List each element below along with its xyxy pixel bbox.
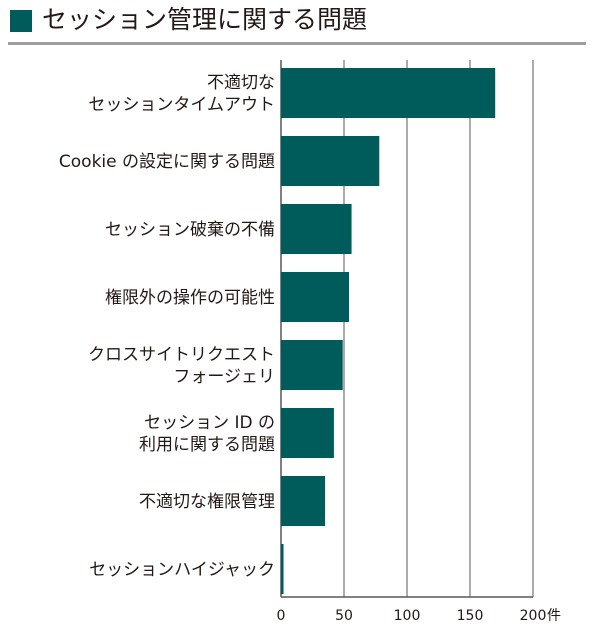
category-label-2-1: Cookie の設定に関する問題 bbox=[59, 152, 275, 172]
page-title: セッション管理に関する問題 bbox=[42, 5, 368, 34]
x-tick-label-0: 0 bbox=[277, 608, 286, 624]
bar-5 bbox=[281, 340, 343, 390]
bar-4 bbox=[281, 272, 350, 322]
category-label-1-1: 不適切な bbox=[207, 73, 275, 93]
category-label-4-1: 権限外の操作の可能性 bbox=[105, 288, 275, 308]
category-label-6-1: セッション ID の bbox=[144, 413, 275, 433]
bar-6 bbox=[281, 408, 334, 458]
category-label-1-2: セッションタイムアウト bbox=[88, 95, 275, 115]
category-label-8-1: セッションハイジャック bbox=[89, 560, 275, 580]
bar-1 bbox=[281, 68, 496, 118]
bar-3 bbox=[281, 204, 352, 254]
bar-8 bbox=[281, 544, 284, 594]
x-tick-label-50: 50 bbox=[335, 608, 353, 624]
category-label-3-1: セッション破棄の不備 bbox=[105, 220, 275, 240]
category-label-5-2: フォージェリ bbox=[173, 367, 275, 387]
x-tick-label-150: 150 bbox=[457, 608, 484, 624]
category-label-7-1: 不適切な権限管理 bbox=[139, 492, 275, 512]
title-square-icon bbox=[10, 10, 32, 32]
x-tick-label-200: 200 bbox=[520, 608, 547, 624]
x-unit-label: 件 bbox=[547, 608, 561, 624]
bar-7 bbox=[281, 476, 326, 526]
bar-2 bbox=[281, 136, 380, 186]
title-bar: セッション管理に関する問題 bbox=[0, 0, 593, 46]
x-tick-label-100: 100 bbox=[394, 608, 421, 624]
category-label-6-2: 利用に関する問題 bbox=[139, 435, 275, 455]
category-label-5-1: クロスサイトリクエスト bbox=[88, 345, 275, 365]
title-divider bbox=[8, 42, 586, 45]
